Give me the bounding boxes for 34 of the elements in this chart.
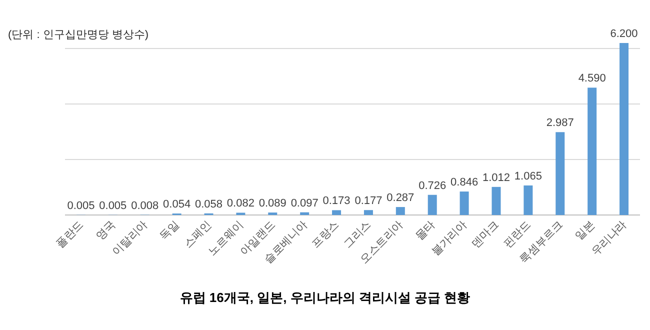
data-label: 0.089 <box>258 198 286 210</box>
bar <box>396 207 405 215</box>
bar <box>524 185 533 215</box>
data-label: 0.082 <box>226 198 254 210</box>
text: 유럽 16개국, 일본, 우리나라의 격리시설 공급 현황 <box>180 290 470 305</box>
bar <box>332 210 342 215</box>
data-label: 0.846 <box>450 176 478 189</box>
data-label: 2.987 <box>546 117 574 130</box>
x-tick-label: 영국 <box>94 218 118 243</box>
bar <box>620 43 629 215</box>
data-label: 0.008 <box>131 200 159 212</box>
bar <box>300 212 310 215</box>
data-label: 0.005 <box>67 200 95 212</box>
data-label: 0.058 <box>194 198 223 210</box>
data-label: 1.065 <box>514 170 542 182</box>
data-label: 1.012 <box>482 172 510 184</box>
data-label: 0.173 <box>322 195 350 208</box>
bar <box>588 88 597 215</box>
data-label: 4.590 <box>578 72 606 85</box>
bar <box>492 186 501 215</box>
text: (단위 : 인구십만명당 병상수) <box>8 29 149 41</box>
data-label: 0.054 <box>163 198 191 210</box>
x-tick-label: 독일 <box>158 218 182 243</box>
bar <box>460 192 469 215</box>
x-tick-label: 일본 <box>573 218 598 243</box>
bar <box>428 194 437 215</box>
data-label: 6.200 <box>610 28 638 40</box>
data-label: 0.287 <box>386 192 414 204</box>
data-label: 0.177 <box>354 195 382 208</box>
data-label: 0.726 <box>418 180 446 192</box>
bar <box>364 210 373 215</box>
data-label: 0.005 <box>99 200 127 212</box>
data-label: 0.097 <box>290 197 318 210</box>
bar <box>556 132 565 215</box>
